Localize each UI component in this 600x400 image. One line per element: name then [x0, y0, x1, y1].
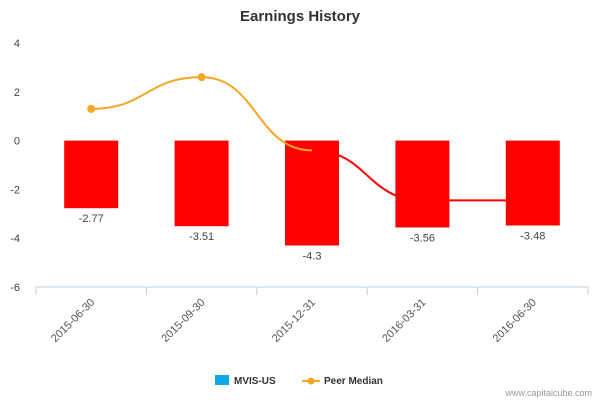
x-axis-ticks: 2015-06-30 2015-09-30 2015-12-31 2016-03-31… — [35, 287, 589, 345]
x-tick-label: 2016-03-31 — [380, 297, 428, 345]
connector-line — [311, 149, 533, 202]
legend-label-mvis: MVIS-US — [234, 376, 276, 387]
bar — [174, 140, 229, 227]
y-tick-label: 2 — [14, 87, 20, 99]
bar — [64, 140, 119, 209]
peer-median-line — [91, 76, 313, 152]
bars-group — [64, 140, 560, 246]
y-tick-label: -4 — [10, 233, 20, 245]
legend-label-peer-median: Peer Median — [324, 376, 383, 387]
y-tick-label: -2 — [10, 184, 20, 196]
bar-data-label: -3.51 — [189, 231, 214, 243]
credit-text: www.capitalcube.com — [504, 388, 592, 398]
y-axis-ticks: 4 2 0 -2 -4 -6 — [10, 38, 20, 294]
legend-bar-swatch — [215, 375, 229, 385]
y-tick-label: 0 — [14, 136, 20, 148]
bar — [285, 140, 339, 246]
bar-data-label: -3.56 — [410, 232, 435, 244]
bar-labels-group: -2.77 -3.51 -4.3 -3.56 -3.48 — [79, 213, 546, 262]
bar-data-label: -3.48 — [520, 231, 545, 243]
peer-median-point — [197, 73, 206, 82]
x-tick-label: 2016-06-30 — [491, 297, 539, 345]
chart-title: Earnings History — [240, 8, 361, 25]
y-tick-label: 4 — [14, 38, 20, 50]
bar — [505, 140, 560, 226]
legend-item-mvis[interactable]: MVIS-US — [215, 375, 276, 387]
legend-item-peer-median[interactable]: Peer Median — [302, 376, 383, 387]
bar-data-label: -2.77 — [79, 213, 104, 225]
legend-line-marker — [307, 377, 315, 385]
peer-median-point — [87, 104, 96, 113]
bar — [395, 140, 450, 228]
x-tick-label: 2015-12-31 — [270, 297, 318, 345]
legend[interactable]: MVIS-US Peer Median — [215, 375, 383, 387]
x-tick-label: 2015-09-30 — [159, 297, 207, 345]
y-tick-label: -6 — [10, 282, 20, 294]
lines-group — [87, 73, 533, 202]
x-tick-label: 2015-06-30 — [49, 297, 97, 345]
bar-data-label: -4.3 — [303, 251, 322, 263]
